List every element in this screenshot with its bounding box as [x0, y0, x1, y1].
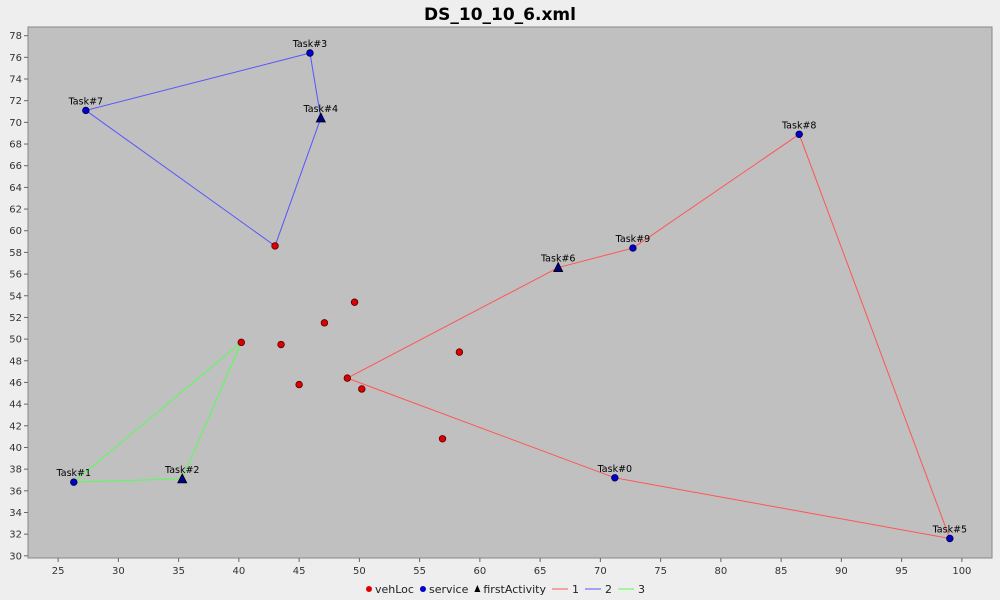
vehicle-location-point	[295, 380, 303, 389]
first-activity-marker	[315, 112, 326, 123]
y-tick-label: 32	[9, 530, 22, 541]
service-point	[611, 474, 619, 482]
service-point	[946, 534, 954, 543]
legend-first-activity-label: firstActivity	[483, 583, 546, 596]
legend-first-activity-marker	[474, 585, 481, 592]
legend: vehLoc service firstActivity 1 2 3	[366, 583, 645, 596]
first-activity-marker	[553, 261, 564, 272]
legend-service-label: service	[429, 583, 469, 596]
y-tick-label: 30	[9, 551, 22, 562]
x-tick-label: 85	[775, 566, 788, 577]
service-point	[70, 478, 78, 486]
x-tick-label: 60	[474, 566, 487, 577]
y-tick-label: 58	[9, 248, 22, 259]
task-label: Task#5	[932, 524, 968, 535]
y-tick-label: 34	[9, 508, 22, 519]
y-tick-label: 36	[9, 486, 22, 497]
vehicle-location-point	[320, 319, 329, 327]
y-tick-label: 70	[9, 118, 22, 129]
x-tick-label: 55	[413, 566, 426, 577]
service-point	[795, 130, 803, 138]
y-tick-label: 72	[9, 96, 22, 107]
service-point	[82, 106, 90, 115]
legend-vehloc-marker	[366, 586, 372, 592]
task-label: Task#1	[56, 468, 92, 479]
legend-route-3-label: 3	[638, 583, 645, 596]
service-points	[70, 49, 954, 543]
x-tick-label: 80	[715, 566, 728, 577]
y-tick-label: 74	[9, 75, 22, 86]
y-tick-label: 48	[9, 356, 22, 367]
vehicle-location-point	[358, 385, 366, 393]
vehicle-location-point	[277, 340, 285, 349]
x-tick-label: 75	[654, 566, 667, 577]
y-tick-label: 60	[9, 226, 22, 237]
y-tick-label: 62	[9, 205, 22, 216]
x-tick-label: 95	[895, 566, 908, 577]
task-label: Task#2	[164, 465, 200, 476]
y-tick-label: 78	[9, 31, 22, 42]
vehicle-location-point	[271, 242, 279, 250]
x-tick-label: 45	[293, 566, 306, 577]
legend-route-1-label: 1	[572, 583, 579, 596]
x-tick-label: 65	[534, 566, 547, 577]
vehicle-location-points	[237, 242, 464, 443]
vehicle-location-point	[237, 338, 245, 347]
first-activity-marker	[177, 472, 188, 484]
vehicle-location-point	[455, 348, 464, 356]
vehicle-location-point	[343, 374, 352, 382]
y-tick-label: 40	[9, 443, 22, 454]
legend-vehloc-label: vehLoc	[375, 583, 414, 596]
y-tick-label: 46	[9, 378, 22, 389]
x-tick-label: 40	[233, 566, 246, 577]
y-tick-label: 76	[9, 53, 22, 64]
y-axis: 30 32 34 36 38 40 42 44 46 48 50 52 54 56 58 60 62 64 66 68…	[9, 31, 28, 562]
vehicle-location-point	[438, 435, 447, 443]
y-tick-label: 54	[9, 291, 22, 302]
y-tick-label: 42	[9, 421, 22, 432]
y-tick-label: 38	[9, 465, 22, 476]
y-tick-label: 44	[9, 400, 22, 411]
x-tick-label: 100	[952, 566, 971, 577]
x-tick-label: 70	[594, 566, 607, 577]
x-tick-label: 50	[353, 566, 366, 577]
task-label: Task#3	[292, 39, 328, 50]
x-tick-label: 90	[835, 566, 848, 577]
route-3-line	[72, 341, 242, 483]
y-tick-label: 66	[9, 161, 22, 172]
x-tick-label: 35	[172, 566, 185, 577]
x-tick-label: 25	[52, 566, 65, 577]
service-point	[306, 49, 314, 57]
y-tick-label: 64	[9, 183, 22, 194]
y-tick-label: 56	[9, 270, 22, 281]
y-tick-label: 52	[9, 313, 22, 324]
vehicle-location-point	[350, 298, 359, 306]
legend-route-2-label: 2	[605, 583, 612, 596]
task-labels: Task#0 Task#1 Task#2 Task#3 Task#4 Task#5 Task…	[56, 39, 968, 535]
task-label: Task#8	[781, 120, 817, 131]
x-tick-label: 30	[112, 566, 125, 577]
task-label: Task#0	[597, 464, 633, 475]
task-label: Task#9	[615, 234, 651, 245]
legend-service-marker	[419, 586, 426, 592]
task-label: Task#7	[68, 96, 104, 107]
x-axis: 25 30 35 40 45 50 55 60 65 70 75 80 85 90 95 100	[52, 558, 971, 577]
service-point	[629, 244, 637, 252]
y-tick-label: 68	[9, 140, 22, 151]
chart-title: DS_10_10_6.xml	[424, 5, 576, 25]
task-label: Task#4	[303, 104, 339, 115]
task-label: Task#6	[540, 254, 576, 265]
y-tick-label: 50	[9, 335, 22, 346]
